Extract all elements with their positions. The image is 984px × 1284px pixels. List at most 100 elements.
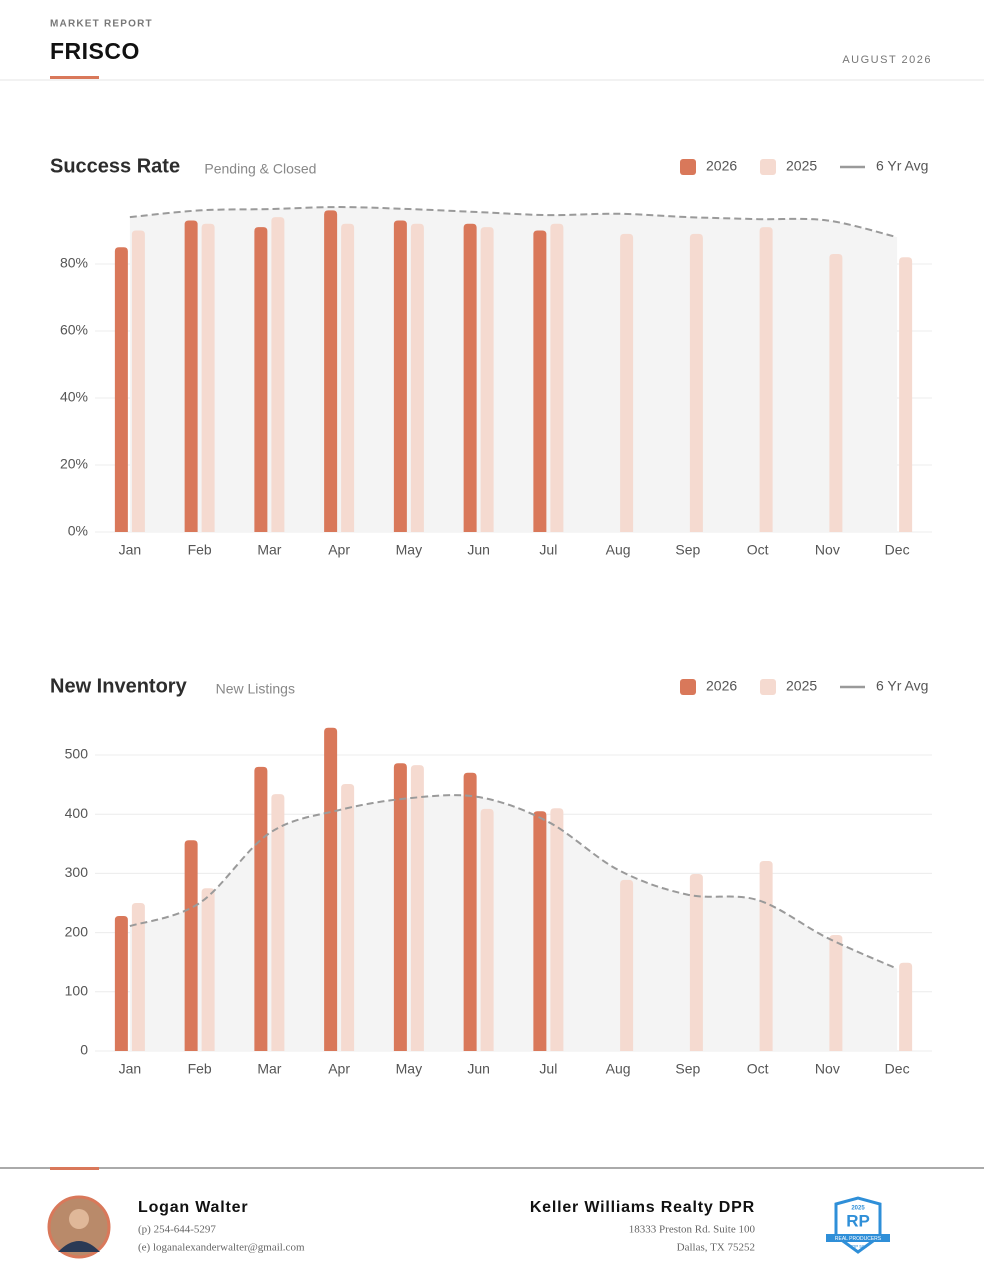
avg-line [129,206,898,239]
avatar [47,1195,111,1259]
bar [271,217,285,532]
x-tick-label: Jun [467,1061,490,1077]
y-tick-label: 200 [65,923,89,939]
y-tick-label: 300 [65,864,89,880]
bar [114,916,128,1051]
kicker: MARKET REPORT [50,19,153,30]
legend-label: 6 Yr Avg [876,158,928,174]
bar [829,934,843,1051]
legend-label: 2025 [786,158,817,174]
bar [184,840,198,1051]
address-line: 18333 Preston Rd. Suite 100 [629,1224,756,1236]
address-line: Dallas, TX 75252 [677,1242,755,1254]
bar [393,220,407,532]
bar [131,230,145,532]
agent-email: (e) loganalexanderwalter@gmail.com [138,1242,305,1254]
x-tick-label: Apr [328,542,350,558]
x-tick-label: Feb [188,542,212,558]
bar [341,784,355,1051]
footer-accent [50,1167,99,1170]
bar [463,772,477,1051]
y-tick-label: 40% [60,389,88,405]
legend-swatch [760,159,776,175]
bar [254,766,268,1051]
bar [899,257,913,532]
x-tick-label: Jul [539,542,557,558]
bar [201,223,215,533]
bar [480,808,494,1051]
bar [254,227,268,532]
y-tick-label: 0% [68,523,88,539]
badge-text: REAL PRODUCERS [835,1236,882,1242]
bar [550,223,564,533]
bar [131,903,145,1051]
bar [689,874,703,1051]
x-tick-label: Mar [257,542,281,558]
badge-logo: RP [846,1211,870,1230]
bar [829,253,843,532]
legend-swatch [680,159,696,175]
bar [410,223,424,533]
bar [393,763,407,1051]
agent-phone: (p) 254-644-5297 [138,1224,216,1236]
chart-title: Success Rate [50,155,180,177]
x-tick-label: Jul [539,1061,557,1077]
legend-swatch [680,679,696,695]
x-tick-label: Aug [606,542,631,558]
bar [899,962,913,1051]
legend-label: 2026 [706,678,737,694]
legend-label: 2026 [706,158,737,174]
bar [759,860,773,1051]
x-tick-label: Jan [119,1061,142,1077]
x-tick-label: Apr [328,1061,350,1077]
bar [271,794,285,1051]
chart-subtitle: New Listings [216,681,295,697]
bar [463,223,477,533]
x-tick-label: Feb [188,1061,212,1077]
bar [324,210,338,532]
legend-swatch [760,679,776,695]
x-tick-label: Aug [606,1061,631,1077]
x-tick-label: May [396,542,422,558]
bar [480,227,494,532]
bar [341,223,355,533]
badge-year: 2025 [851,1206,865,1212]
y-tick-label: 20% [60,456,88,472]
y-tick-label: 400 [65,805,89,821]
page-title: FRISCO [50,38,140,64]
badge: 2025 RP REAL PRODUCERS TOP 500 [826,1196,890,1254]
avg-area [129,795,898,1051]
bar [620,233,634,532]
chart-subtitle: Pending & Closed [204,161,316,177]
report-date: AUGUST 2026 [842,54,932,66]
x-tick-label: Dec [885,542,910,558]
badge-text: TOP 500 [849,1244,867,1249]
chart-title: New Inventory [50,675,188,697]
company: Keller Williams Realty DPR [530,1199,755,1216]
x-tick-label: Nov [815,542,840,558]
y-tick-label: 60% [60,322,88,338]
bar [533,811,547,1051]
x-tick-label: Nov [815,1061,840,1077]
x-tick-label: Mar [257,1061,281,1077]
bar [550,808,564,1051]
bar [324,727,338,1051]
y-tick-label: 80% [60,255,88,271]
bar [114,247,128,532]
legend-label: 2025 [786,678,817,694]
y-tick-label: 100 [65,983,89,999]
title-accent [50,76,99,79]
avg-line [129,794,898,970]
bar [184,220,198,532]
x-tick-label: Sep [675,542,700,558]
x-tick-label: Sep [675,1061,700,1077]
x-tick-label: May [396,1061,422,1077]
x-tick-label: Jan [119,542,142,558]
bar [620,879,634,1051]
y-tick-label: 500 [65,746,89,762]
agent-name: Logan Walter [138,1199,248,1216]
y-tick-label: 0 [80,1042,88,1058]
bar [759,227,773,532]
